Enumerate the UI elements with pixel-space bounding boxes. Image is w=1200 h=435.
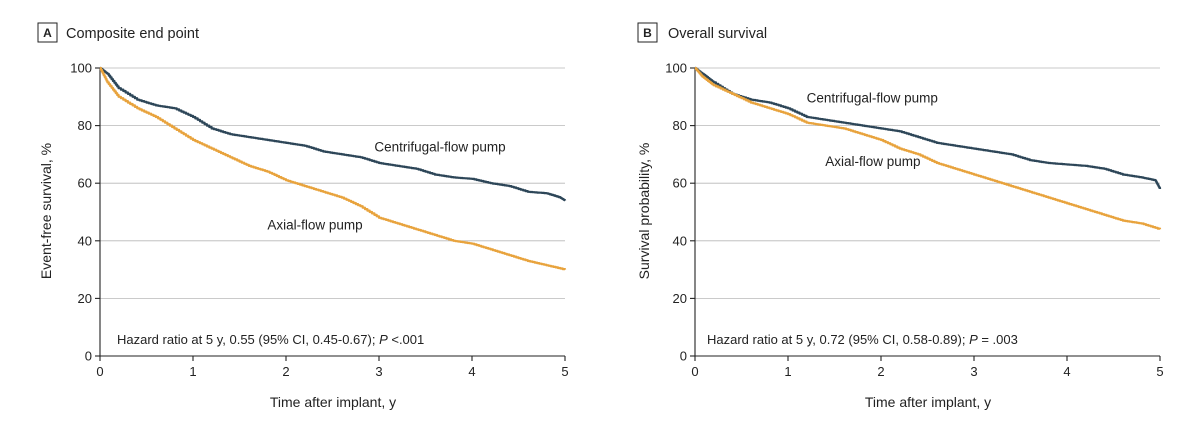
panel-a-axial-flow-pump-label: Axial-flow pump [267,217,362,232]
panel-b-letter-box [637,22,658,43]
panel-b-y-ticks: 0 20 40 60 80 100 [665,61,695,364]
panel-b-centrifugal-flow-pump-label: Centrifugal-flow pump [807,91,938,106]
panel-a-p-symbol: P [379,332,388,347]
panel-a-x-axis-label: Time after implant, y [270,394,396,410]
panel-a-curves [99,66,567,271]
panel-a-title: Composite end point [66,26,199,42]
panel-b-hazard-ratio-text: Hazard ratio at 5 y, 0.72 (95% CI, 0.58-… [707,332,969,347]
panel-b-y-tick-label: 20 [673,291,687,306]
panel-b-y-tick-label: 80 [673,118,687,133]
panel-a-x-ticks: 0 1 2 3 4 5 [96,356,569,379]
panel-b-grid [695,67,1160,299]
panel-a-x-tick-label: 3 [375,364,382,379]
panel-a-x-tick-label: 0 [96,364,103,379]
panel-a-x-tick-label: 1 [189,364,196,379]
panel-b-y-tick-label: 0 [680,349,687,364]
panel-b-y-tick-label: 100 [665,61,687,76]
panel-a-y-tick-label: 100 [70,61,92,76]
panel-a-axial-flow-pump-curve [99,66,567,271]
panel-b-axial-flow-pump-label: Axial-flow pump [825,154,920,169]
panel-b-x-axis-label: Time after implant, y [865,394,991,410]
panel-b-axes [694,68,1160,357]
panel-b-x-ticks: 0 1 2 3 4 5 [691,356,1164,379]
panel-b-p-value: = .003 [978,332,1018,347]
panel-a-y-tick-label: 0 [85,349,92,364]
panel-a-series-labels: Centrifugal-flow pump Axial-flow pump [267,140,505,233]
panel-b-y-tick-label: 40 [673,233,687,248]
panel-a-letter-box [37,22,58,43]
panel-a-centrifugal-flow-pump-label: Centrifugal-flow pump [374,140,505,155]
panel-b-series-labels: Centrifugal-flow pump Axial-flow pump [807,91,938,169]
panel-b-header: B Overall survival [637,22,767,43]
panel-b-y-tick-label: 60 [673,176,687,191]
panel-a-centrifugal-flow-pump-curve [99,66,567,202]
panel-a-y-axis-label: Event-free survival, % [38,143,54,279]
panel-b-letter: B [643,26,652,40]
panel-b-hazard-ratio-note: Hazard ratio at 5 y, 0.72 (95% CI, 0.58-… [707,332,1018,347]
panel-a-hazard-ratio-text: Hazard ratio at 5 y, 0.55 (95% CI, 0.45-… [117,332,379,347]
panel-b-x-tick-label: 0 [691,364,698,379]
panel-b-title: Overall survival [668,26,767,42]
panel-b-curves [694,66,1162,230]
panel-b-x-tick-label: 2 [877,364,884,379]
chart-panel-b: B Overall survival 0 20 40 60 80 100 0 1 2 3 4 5 S… [636,22,1164,410]
panel-a-y-tick-label: 20 [78,291,92,306]
panel-a-y-tick-label: 40 [78,233,92,248]
panel-a-x-tick-label: 4 [468,364,475,379]
panel-b-centrifugal-flow-pump-curve [694,66,1162,189]
panel-a-header: A Composite end point [37,22,199,43]
panel-b-p-symbol: P [969,332,978,347]
panel-a-p-value: <.001 [388,332,425,347]
panel-a-letter: A [43,26,52,40]
panel-a-x-tick-label: 5 [561,364,568,379]
panel-b-x-tick-label: 5 [1156,364,1163,379]
panel-a-hazard-ratio-note: Hazard ratio at 5 y, 0.55 (95% CI, 0.45-… [117,332,424,347]
panel-a-y-tick-label: 60 [78,176,92,191]
panel-b-x-tick-label: 4 [1063,364,1070,379]
panel-a-x-tick-label: 2 [282,364,289,379]
chart-panel-a: A Composite end point 0 20 40 60 80 100 0 1 2 3 4… [37,22,569,410]
panel-b-x-tick-label: 1 [784,364,791,379]
panel-b-x-tick-label: 3 [970,364,977,379]
panel-a-axes [99,68,565,357]
panel-a-y-tick-label: 80 [78,118,92,133]
panel-a-y-ticks: 0 20 40 60 80 100 [70,61,100,364]
panel-b-axial-flow-pump-curve [694,66,1162,230]
panel-b-y-axis-label: Survival probability, % [636,143,652,280]
